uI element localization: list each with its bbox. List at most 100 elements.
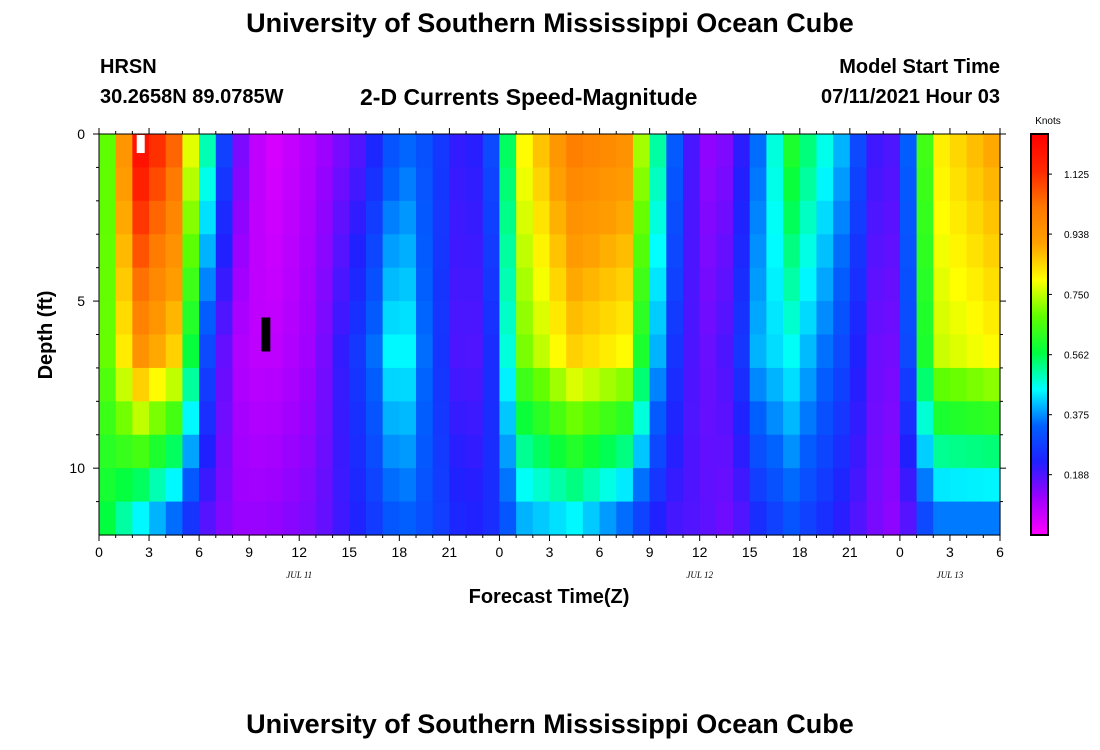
heatmap-cell [282,434,300,469]
heatmap-cell [783,134,801,169]
heatmap-cell [182,267,200,302]
heatmap-cell [365,200,384,235]
heatmap-cell [132,334,150,369]
heatmap-cell [482,167,501,202]
heatmap-cell [482,367,501,402]
heatmap-cell [232,301,250,336]
heatmap-cell [833,234,851,269]
heatmap-cell [649,468,667,503]
heatmap-cell [232,334,250,369]
heatmap-cell [816,367,834,402]
heatmap-cell [115,367,133,402]
heatmap-cell [132,234,150,269]
heatmap-cell [916,200,934,235]
heatmap-cell [232,267,250,302]
heatmap-cell [766,468,784,503]
heatmap-cell [149,301,167,336]
heatmap-cell [783,301,801,336]
heatmap-cell [816,401,834,436]
heatmap-cell [983,234,1001,269]
heatmap-cell [265,501,284,536]
heatmap-cell [849,167,868,202]
heatmap-cell [582,334,601,369]
colorbar-unit: Knots [1035,116,1061,127]
heatmap-cell [833,200,851,235]
heatmap-cell [682,234,701,269]
heatmap-cell [749,200,768,235]
heatmap-cell [599,334,617,369]
y-tick-label: 10 [69,460,85,476]
heatmap-cell [933,401,951,436]
heatmap-cell [599,501,617,536]
heatmap-cell [182,234,200,269]
heatmap-cell [165,134,184,169]
heatmap-cell [315,434,334,469]
heatmap-cell [916,334,934,369]
heatmap-cell [599,200,617,235]
heatmap-cell [949,234,968,269]
heatmap-cell [899,434,918,469]
heatmap-cell [749,334,768,369]
heatmap-cell [699,434,717,469]
heatmap-cell [549,234,567,269]
heatmap-cell [916,234,934,269]
heatmap-cell [332,468,350,503]
heatmap-cell [899,167,918,202]
heatmap-cell [883,334,901,369]
heatmap-cell [532,334,551,369]
heatmap-cell [916,134,934,169]
heatmap-cell [249,434,267,469]
heatmap-cell [599,401,617,436]
heatmap-cell [833,334,851,369]
heatmap-cell [616,334,634,369]
heatmap-cell [866,301,884,336]
heatmap-cell [299,234,317,269]
heatmap-cell [232,134,250,169]
heatmap-cell [883,367,901,402]
heatmap-cell [599,167,617,202]
heatmap-cell [215,434,234,469]
heatmap-cell [416,167,434,202]
x-tick-label: 0 [496,544,504,560]
heatmap-cell [532,200,551,235]
heatmap-cell [165,167,184,202]
heatmap-cell [482,267,501,302]
heatmap-cell [449,334,467,369]
heatmap-cell [315,468,334,503]
heatmap-cell [599,134,617,169]
heatmap-cell [833,401,851,436]
x-tick-label: 15 [742,544,758,560]
heatmap-cell [649,234,667,269]
heatmap-cell [449,468,467,503]
heatmap-cell [716,468,734,503]
heatmap-cell [699,334,717,369]
heatmap-cell [249,234,267,269]
heatmap-cell [816,334,834,369]
heatmap-cell [699,401,717,436]
heatmap-cell [933,167,951,202]
heatmap-cell [983,367,1001,402]
heatmap-cell [816,234,834,269]
heatmap-cell [983,200,1001,235]
x-axis-label: Forecast Time(Z) [469,586,630,608]
heatmap-cell [182,334,200,369]
heatmap-cell [966,167,984,202]
heatmap-cell [132,301,150,336]
heatmap-cell [883,501,901,536]
heatmap-cell [499,234,517,269]
heatmap-cell [466,134,484,169]
heatmap-cell [949,334,968,369]
heatmap-cell [766,501,784,536]
heatmap-cell [783,267,801,302]
heatmap-cell [566,334,584,369]
heatmap-cell [933,501,951,536]
heatmap-cell [916,434,934,469]
heatmap-cell [532,501,551,536]
heatmap-cell [249,267,267,302]
heatmap-cell [566,267,584,302]
heatmap-cell [115,501,133,536]
marker [261,317,271,352]
chart-subtitle: 2-D Currents Speed-Magnitude [360,84,698,110]
heatmap-cell [716,434,734,469]
heatmap-cell [899,468,918,503]
